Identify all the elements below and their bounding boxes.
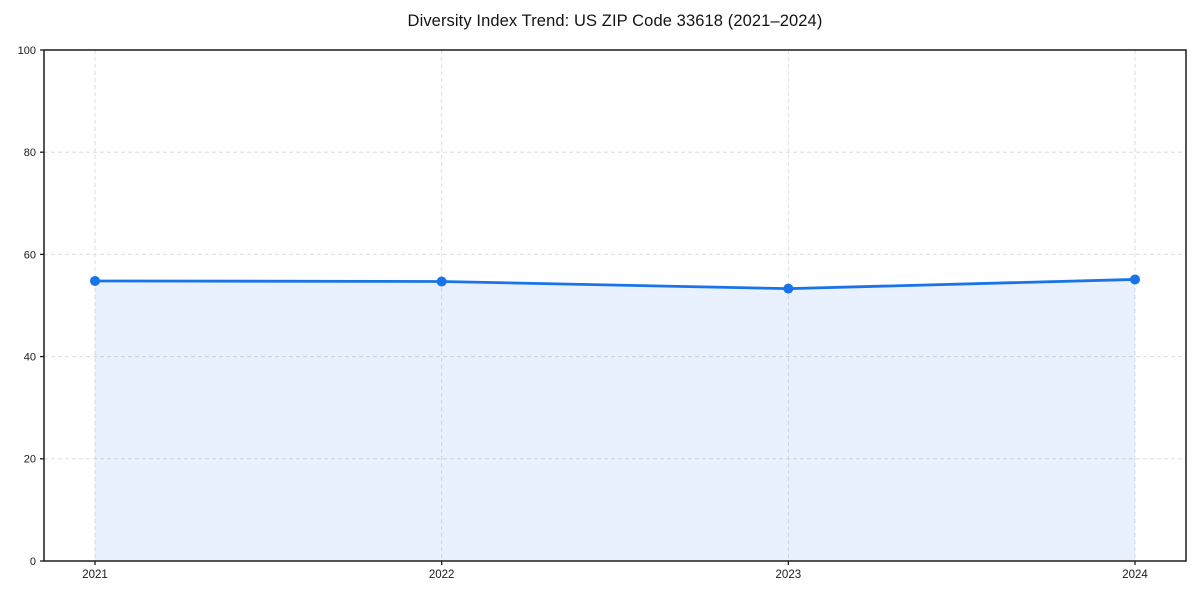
y-tick-label: 0 — [30, 556, 36, 568]
y-tick-label: 100 — [18, 45, 36, 57]
y-tick-label: 60 — [24, 249, 36, 261]
y-tick-label: 20 — [24, 454, 36, 466]
y-axis: 0 20 40 60 80 100 — [18, 45, 44, 568]
data-point — [90, 275, 100, 286]
y-tick-label: 80 — [24, 147, 36, 159]
y-tick-label: 40 — [24, 351, 36, 363]
data-point — [783, 283, 794, 294]
plot-border — [43, 49, 1187, 562]
data-point — [436, 276, 447, 287]
chart-title: Diversity Index Trend: US ZIP Code 33618… — [407, 12, 823, 30]
data-point — [1130, 274, 1140, 285]
x-tick-label: 2023 — [776, 569, 802, 581]
x-tick-label: 2021 — [82, 569, 108, 581]
x-axis: 2021 2022 2023 2024 — [82, 561, 1148, 581]
area-fill — [95, 279, 1135, 561]
x-tick-label: 2022 — [429, 569, 455, 581]
x-tick-label: 2024 — [1122, 569, 1148, 581]
trend-line — [93, 278, 1137, 291]
